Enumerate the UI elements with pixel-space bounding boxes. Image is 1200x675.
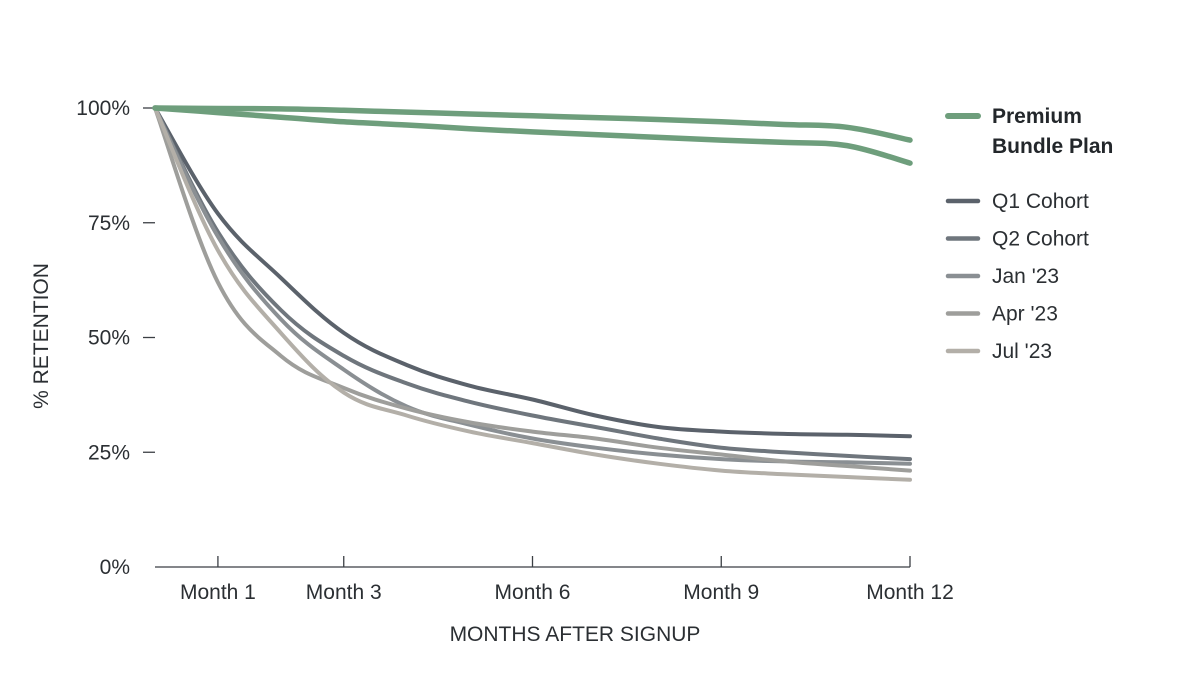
legend-label-premium-bundle-plan: Premium Bundle Plan	[992, 105, 1113, 158]
series-line-jan-23	[153, 106, 912, 466]
series-line-jul-23	[153, 106, 912, 482]
x-tick-label: Month 6	[495, 581, 571, 604]
series-lines	[152, 105, 913, 482]
x-axis-title: MONTHS AFTER SIGNUP	[450, 623, 701, 646]
legend-label-q2-cohort: Q2 Cohort	[992, 228, 1089, 251]
series-line-q2-cohort	[153, 106, 912, 462]
y-tick-label: 25%	[88, 441, 130, 464]
series-line-q1-cohort	[153, 106, 912, 439]
axes: 0% 25% 50% 75% 100% Month 1 Month 3 Month 6 Mont…	[76, 97, 954, 604]
legend-label-apr-23: Apr '23	[992, 303, 1058, 326]
legend-label-jan-23: Jan '23	[992, 265, 1059, 288]
legend: Premium Bundle Plan Q1 Cohort Q2 Cohort Jan …	[945, 105, 1113, 363]
series-line-apr-23	[153, 106, 912, 473]
y-axis-title: % RETENTION	[30, 263, 53, 409]
x-tick-label: Month 9	[683, 581, 759, 604]
x-tick-label: Month 12	[866, 581, 954, 604]
legend-label-jul-23: Jul '23	[992, 340, 1052, 363]
x-tick-label: Month 3	[306, 581, 382, 604]
series-line-premium-bundle-plan	[152, 105, 913, 143]
x-tick-label: Month 1	[180, 581, 256, 604]
y-tick-label: 50%	[88, 327, 130, 350]
y-tick-label: 100%	[76, 97, 130, 120]
series-line-premium-bundle-plan	[152, 105, 913, 166]
legend-label-q1-cohort: Q1 Cohort	[992, 190, 1089, 213]
y-tick-label: 0%	[100, 556, 130, 579]
y-tick-label: 75%	[88, 212, 130, 235]
